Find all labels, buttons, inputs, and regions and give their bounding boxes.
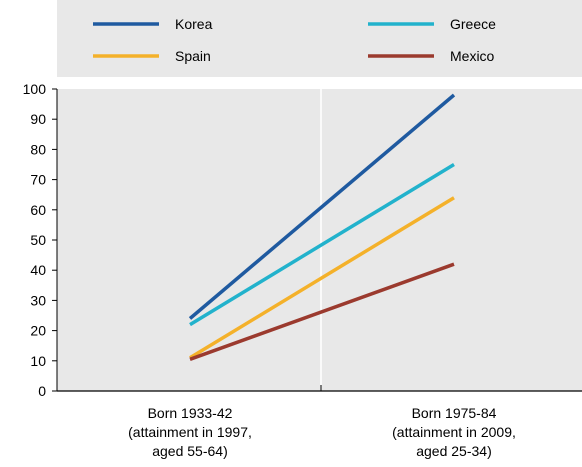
series-line-korea (188, 93, 456, 320)
x-category-label: Born 1933-42 (148, 405, 233, 421)
y-tick-label: 60 (30, 202, 46, 218)
legend-label-spain: Spain (175, 48, 211, 64)
y-axis: 0 10 20 30 40 50 60 70 80 90 100 (23, 81, 58, 399)
legend-background (57, 0, 582, 77)
y-tick-label: 40 (30, 262, 46, 278)
series-line-mexico (189, 262, 455, 361)
legend-label-greece: Greece (450, 16, 496, 32)
y-tick-label: 70 (30, 172, 46, 188)
legend-label-mexico: Mexico (450, 48, 495, 64)
series-line-greece (189, 163, 455, 327)
y-tick-label: 50 (30, 232, 46, 248)
x-category-label: (attainment in 2009, (392, 424, 516, 440)
y-tick-label: 10 (30, 353, 46, 369)
legend: Korea Greece Spain Mexico (93, 16, 496, 64)
y-tick-label: 90 (30, 111, 46, 127)
x-category-label: aged 25-34) (416, 443, 492, 459)
x-category-label: aged 55-64) (152, 443, 228, 459)
y-tick-label: 100 (23, 81, 47, 97)
y-tick-label: 20 (30, 323, 46, 339)
legend-label-korea: Korea (175, 16, 213, 32)
series-lines (188, 93, 456, 361)
plot-background (57, 89, 582, 391)
series-line-spain (189, 196, 455, 360)
x-category-label: Born 1975-84 (412, 405, 497, 421)
y-tick-label: 30 (30, 292, 46, 308)
y-tick-label: 0 (38, 383, 46, 399)
y-tick-label: 80 (30, 141, 46, 157)
x-axis-labels: Born 1933-42 (attainment in 1997, aged 55-… (128, 405, 516, 459)
x-category-label: (attainment in 1997, (128, 424, 252, 440)
